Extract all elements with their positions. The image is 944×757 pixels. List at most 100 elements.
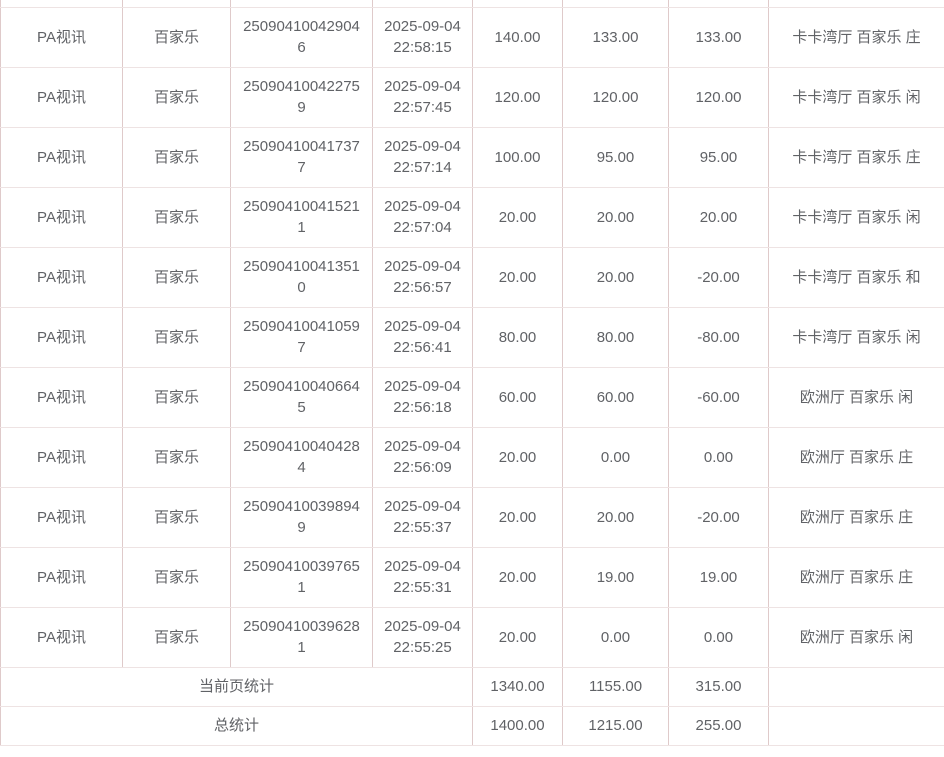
- cell-order-number: 250904100417377: [230, 126, 373, 188]
- cell-order-number: 250904100422759: [230, 66, 373, 128]
- cell-winloss-amount: -60.00: [668, 366, 769, 428]
- cell-order-number: 250904100396281: [230, 606, 373, 668]
- cell-bet-amount: 20.00: [472, 546, 563, 608]
- table-row: PA视讯 百家乐 250904100422759 2025-09-04 22:57:4…: [0, 66, 944, 128]
- cell-winloss-amount: 0.00: [668, 606, 769, 668]
- cell-winloss-amount: 95.00: [668, 126, 769, 188]
- table-row: PA视讯 百家乐 250904100404284 2025-09-04 22:56:0…: [0, 426, 944, 488]
- cell-game-type: 百家乐: [122, 546, 231, 608]
- cell-winloss-amount: 19.00: [668, 546, 769, 608]
- cell-platform: PA视讯: [0, 6, 123, 68]
- order-number-text: 250904100398949: [243, 498, 360, 536]
- cell-winloss-amount: 20.00: [668, 186, 769, 248]
- cell-bet-time: 2025-09-04 22:56:18: [372, 366, 473, 428]
- cell-winloss-amount: 120.00: [668, 66, 769, 128]
- cell-bet-time: 2025-09-04 22:57:45: [372, 66, 473, 128]
- cell-bet-time: 2025-09-04 22:57:04: [372, 186, 473, 248]
- cell-valid-amount: 133.00: [562, 6, 669, 68]
- order-number-text: 250904100422759: [243, 78, 360, 116]
- cell-platform: PA视讯: [0, 66, 123, 128]
- page-summary-row: 当前页统计 1340.00 1155.00 315.00: [0, 666, 944, 707]
- cell-game-detail: 欧洲厅 百家乐 庄: [768, 426, 944, 488]
- cell-order-number: 250904100429046: [230, 6, 373, 68]
- cell-game-type: 百家乐: [122, 366, 231, 428]
- order-number-text: 250904100429046: [243, 18, 360, 56]
- cell-order-number: 250904100410597: [230, 306, 373, 368]
- cell-winloss-amount: -80.00: [668, 306, 769, 368]
- cell-valid-amount: 0.00: [562, 606, 669, 668]
- order-number-text: 250904100415211: [243, 198, 360, 236]
- cell-platform: PA视讯: [0, 426, 123, 488]
- cell-bet-time: 2025-09-04 22:56:41: [372, 306, 473, 368]
- cell-game-type: 百家乐: [122, 486, 231, 548]
- table-row: PA视讯 百家乐 250904100397651 2025-09-04 22:55:3…: [0, 546, 944, 608]
- page-summary-winloss-amount: 315.00: [668, 666, 769, 707]
- clipped-previous-row: [0, 0, 944, 8]
- cell-platform: PA视讯: [0, 366, 123, 428]
- cell-bet-amount: 120.00: [472, 66, 563, 128]
- cell-game-detail: 欧洲厅 百家乐 闲: [768, 366, 944, 428]
- cell-platform: PA视讯: [0, 606, 123, 668]
- cell-order-number: 250904100406645: [230, 366, 373, 428]
- table-row: PA视讯 百家乐 250904100398949 2025-09-04 22:55:3…: [0, 486, 944, 548]
- total-summary-bet-amount: 1400.00: [472, 705, 563, 746]
- cell-platform: PA视讯: [0, 186, 123, 248]
- table-row: PA视讯 百家乐 250904100410597 2025-09-04 22:56:4…: [0, 306, 944, 368]
- cell-bet-amount: 60.00: [472, 366, 563, 428]
- cell-game-detail: 卡卡湾厅 百家乐 闲: [768, 66, 944, 128]
- cell-game-type: 百家乐: [122, 606, 231, 668]
- cell-platform: PA视讯: [0, 126, 123, 188]
- table-row: PA视讯 百家乐 250904100413510 2025-09-04 22:56:5…: [0, 246, 944, 308]
- cell-platform: PA视讯: [0, 246, 123, 308]
- cell-bet-time: 2025-09-04 22:55:31: [372, 546, 473, 608]
- cell-order-number: 250904100397651: [230, 546, 373, 608]
- cell-game-detail: 卡卡湾厅 百家乐 庄: [768, 126, 944, 188]
- cell-valid-amount: 95.00: [562, 126, 669, 188]
- cell-bet-amount: 20.00: [472, 606, 563, 668]
- clipped-cell: [0, 0, 123, 8]
- cell-platform: PA视讯: [0, 546, 123, 608]
- cell-valid-amount: 20.00: [562, 486, 669, 548]
- cell-order-number: 250904100415211: [230, 186, 373, 248]
- cell-bet-time: 2025-09-04 22:56:09: [372, 426, 473, 488]
- cell-game-detail: 欧洲厅 百家乐 庄: [768, 546, 944, 608]
- table-row: PA视讯 百家乐 250904100406645 2025-09-04 22:56:1…: [0, 366, 944, 428]
- clipped-cell: [372, 0, 473, 8]
- clipped-cell: [768, 0, 944, 8]
- clipped-cell: [472, 0, 563, 8]
- cell-winloss-amount: 133.00: [668, 6, 769, 68]
- cell-valid-amount: 0.00: [562, 426, 669, 488]
- table-row: PA视讯 百家乐 250904100396281 2025-09-04 22:55:2…: [0, 606, 944, 668]
- cell-order-number: 250904100398949: [230, 486, 373, 548]
- cell-valid-amount: 20.00: [562, 246, 669, 308]
- order-number-text: 250904100397651: [243, 558, 360, 596]
- cell-game-type: 百家乐: [122, 66, 231, 128]
- page-summary-bet-amount: 1340.00: [472, 666, 563, 707]
- cell-game-type: 百家乐: [122, 6, 231, 68]
- cell-game-type: 百家乐: [122, 186, 231, 248]
- cell-bet-amount: 80.00: [472, 306, 563, 368]
- cell-winloss-amount: 0.00: [668, 426, 769, 488]
- cell-bet-amount: 140.00: [472, 6, 563, 68]
- cell-game-type: 百家乐: [122, 126, 231, 188]
- order-number-text: 250904100413510: [243, 258, 360, 296]
- clipped-cell: [668, 0, 769, 8]
- page-summary-empty-cell: [768, 666, 944, 707]
- cell-game-detail: 卡卡湾厅 百家乐 闲: [768, 306, 944, 368]
- total-summary-valid-amount: 1215.00: [562, 705, 669, 746]
- cell-game-detail: 欧洲厅 百家乐 庄: [768, 486, 944, 548]
- cell-valid-amount: 20.00: [562, 186, 669, 248]
- cell-valid-amount: 19.00: [562, 546, 669, 608]
- table-row: PA视讯 百家乐 250904100415211 2025-09-04 22:57:0…: [0, 186, 944, 248]
- clipped-cell: [230, 0, 373, 8]
- table-row: PA视讯 百家乐 250904100417377 2025-09-04 22:57:1…: [0, 126, 944, 188]
- cell-platform: PA视讯: [0, 486, 123, 548]
- cell-bet-amount: 20.00: [472, 426, 563, 488]
- cell-game-detail: 欧洲厅 百家乐 闲: [768, 606, 944, 668]
- cell-winloss-amount: -20.00: [668, 486, 769, 548]
- cell-bet-amount: 20.00: [472, 246, 563, 308]
- order-number-text: 250904100396281: [243, 618, 360, 656]
- cell-valid-amount: 80.00: [562, 306, 669, 368]
- cell-bet-time: 2025-09-04 22:56:57: [372, 246, 473, 308]
